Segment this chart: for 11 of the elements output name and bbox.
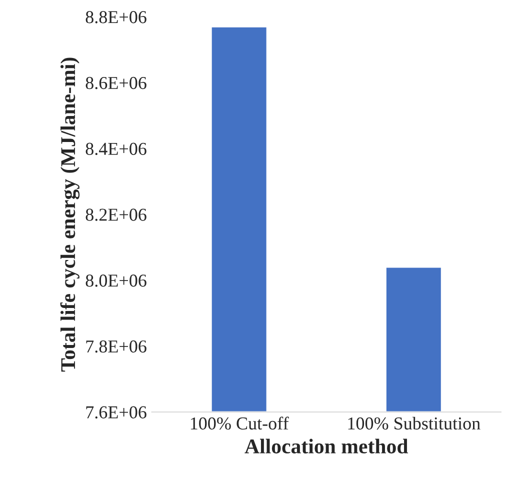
y-tick-label: 8.4E+06: [86, 142, 146, 156]
y-tick-label: 8.8E+06: [86, 11, 146, 24]
x-tick-label: 100% Cut-off: [190, 416, 289, 430]
y-tick-label: 8.6E+06: [86, 76, 146, 90]
x-axis-title: Allocation method: [244, 438, 408, 454]
y-tick-label: 8.0E+06: [86, 274, 146, 287]
y-tick-label: 8.2E+06: [86, 208, 146, 221]
y-tick-label: 7.8E+06: [86, 340, 146, 353]
y-tick-label: 7.6E+06: [86, 406, 146, 419]
y-axis-title: Total life cycle energy (MJ/lane-mi): [60, 58, 80, 372]
x-tick-label: 100% Substitution: [348, 416, 480, 430]
